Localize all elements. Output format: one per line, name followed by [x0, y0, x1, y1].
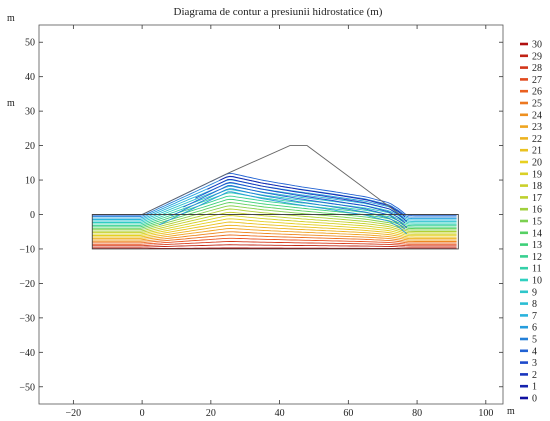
contour-line — [92, 228, 457, 241]
colorbar-label: 29 — [532, 51, 542, 62]
contour-line — [92, 224, 457, 240]
colorbar-label: 16 — [532, 205, 542, 216]
axes: −20 0 20 40 60 80 100 −50 −40 −30 −20 −10 0 10 20 30 40 5… — [7, 13, 515, 419]
colorbar-label: 12 — [532, 252, 542, 263]
colorbar-label: 24 — [532, 110, 542, 121]
colorbar-label: 27 — [532, 75, 542, 86]
contour-line — [92, 215, 457, 235]
contour-line — [92, 221, 457, 238]
colorbar-label: 17 — [532, 193, 542, 204]
contour-line — [92, 192, 457, 225]
colorbar-label: 14 — [532, 228, 542, 239]
x-unit-label: m — [507, 406, 515, 417]
colorbar-label: 7 — [532, 311, 537, 322]
colorbar-label: 26 — [532, 87, 542, 98]
colorbar-label: 8 — [532, 299, 537, 310]
contour-line — [92, 231, 457, 242]
y-tick-label: −40 — [19, 348, 35, 359]
colorbar-label: 13 — [532, 240, 542, 251]
contour-lines — [92, 172, 457, 250]
contour-line — [92, 234, 457, 244]
x-tick-label: 40 — [275, 408, 285, 419]
contour-line — [207, 178, 408, 222]
contour-line — [92, 237, 457, 245]
contour-line — [92, 247, 457, 250]
y-tick-label: −50 — [19, 382, 35, 393]
contour-line — [92, 218, 457, 237]
colorbar-label: 1 — [532, 382, 537, 393]
colorbar-label: 22 — [532, 134, 542, 145]
colorbar-label: 11 — [532, 264, 542, 275]
contour-line — [171, 188, 406, 230]
y-tick-label: 40 — [25, 72, 35, 83]
x-tick-label: 0 — [140, 408, 145, 419]
colorbar-label: 15 — [532, 217, 542, 228]
contour-line — [183, 185, 408, 228]
x-tick-label: −20 — [66, 408, 82, 419]
colorbar-label: 21 — [532, 146, 542, 157]
y-tick-label: −30 — [19, 313, 35, 324]
y-tick-label: 20 — [25, 141, 35, 152]
contour-line — [219, 175, 406, 218]
colorbar-label: 28 — [532, 63, 542, 74]
y-tick-label: −20 — [19, 279, 35, 290]
y-unit-label-mid: m — [7, 98, 15, 109]
contour-line — [195, 182, 406, 224]
x-tick-label: 80 — [412, 408, 422, 419]
y-tick-label: 0 — [30, 210, 35, 221]
colorbar-label: 30 — [532, 40, 542, 51]
contour-line — [92, 241, 457, 247]
colorbar-label: 3 — [532, 358, 537, 369]
colorbar-label: 18 — [532, 181, 542, 192]
chart-title: Diagrama de contur a presiunii hidrostat… — [174, 6, 383, 18]
contour-line — [92, 211, 457, 234]
foundation-outline — [91, 214, 459, 250]
y-tick-label: 50 — [25, 38, 35, 49]
contour-line — [159, 191, 408, 235]
colorbar-label: 19 — [532, 169, 542, 180]
domain-outline — [91, 145, 459, 250]
colorbar-label: 6 — [532, 323, 537, 334]
y-tick-label: 30 — [25, 107, 35, 118]
colorbar-label: 9 — [532, 287, 537, 298]
colorbar-label: 10 — [532, 276, 542, 287]
dam-outline — [141, 145, 401, 215]
contour-line — [92, 202, 457, 230]
x-tick-label: 20 — [206, 408, 216, 419]
colorbar-label: 25 — [532, 99, 542, 110]
colorbar-label: 23 — [532, 122, 542, 133]
y-tick-label: 10 — [25, 176, 35, 187]
colorbar-label: 4 — [532, 346, 537, 357]
y-unit-label: m — [7, 13, 15, 24]
colorbar-label: 2 — [532, 370, 537, 381]
contour-line — [92, 244, 457, 248]
x-tick-label: 100 — [478, 408, 493, 419]
contour-line — [92, 198, 457, 228]
colorbar-label: 5 — [532, 335, 537, 346]
colorbar: 3029282726252423222120191817161514131211… — [520, 40, 542, 405]
colorbar-label: 20 — [532, 158, 542, 169]
contour-line — [92, 208, 457, 232]
y-tick-label: −10 — [19, 244, 35, 255]
x-tick-label: 60 — [343, 408, 353, 419]
colorbar-label: 0 — [532, 394, 537, 405]
